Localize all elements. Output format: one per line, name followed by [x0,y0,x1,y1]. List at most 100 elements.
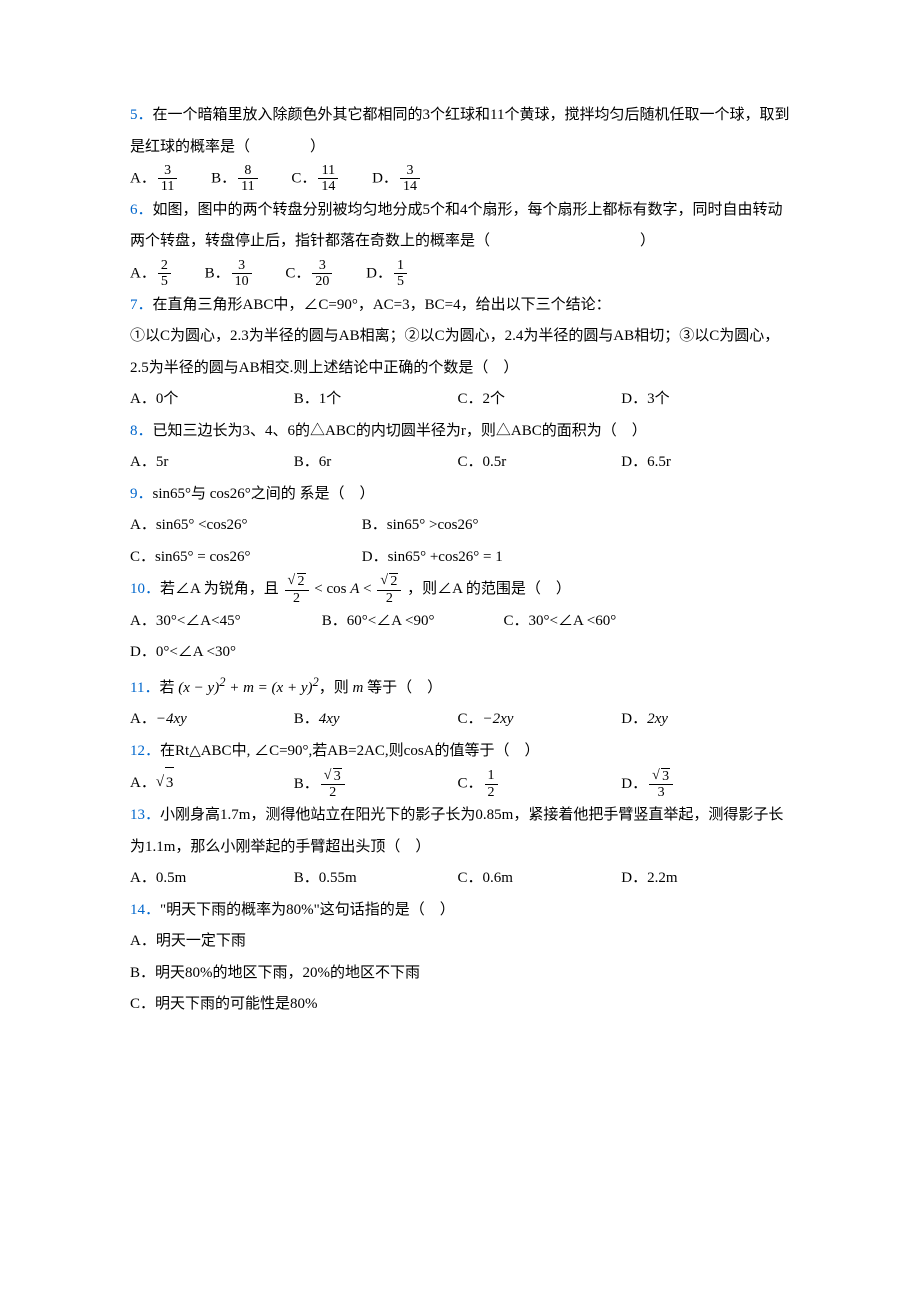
q12-num: 12． [130,743,160,759]
question-14: 14．"明天下雨的概率为80%"这句话指的是（ ） [130,895,790,927]
opt-label: A． [130,517,156,533]
radicand: 3 [165,767,175,800]
opt-label: D． [372,170,398,186]
q9-opt-b: B．sin65° >cos26° [362,510,479,542]
numerator: 1 [485,768,498,783]
opt-label: A． [130,933,156,949]
q5-opt-a: A．311 [130,163,179,195]
q13-options: A．0.5m B．0.55m C．0.6m D．2.2m [130,863,790,895]
opt-text: 1个 [319,391,342,407]
opt-text: 6r [319,454,332,470]
sqrt-icon: 3 [156,767,175,800]
q9-num: 9． [130,486,153,502]
opt-label: A． [130,870,156,886]
denominator: 10 [232,273,252,289]
q10-opt-b: B．60°<∠A <90° [322,606,472,638]
q14-opt-b: B．明天80%的地区下雨，20%的地区不下雨 [130,958,790,990]
q6-opt-d: D．15 [366,258,409,290]
q12-opt-c: C．12 [458,768,618,800]
q8-num: 8． [130,423,153,439]
opt-text: 30°<∠A <60° [529,613,617,629]
denominator: 5 [158,273,171,289]
fraction: 25 [158,258,171,290]
q10-opt-d: D．0°<∠A <30° [130,637,236,669]
opt-text: 明天下雨的可能性是80% [155,996,318,1012]
q8-opt-a: A．5r [130,447,290,479]
q13-opt-a: A．0.5m [130,863,290,895]
radicand: 3 [661,768,670,784]
q13-opt-c: C．0.6m [458,863,618,895]
opt-text: 0°<∠A <30° [156,644,236,660]
q13-opt-d: D．2.2m [621,863,781,895]
q11-opt-a: A．−4xy [130,704,290,736]
opt-label: D． [621,391,647,407]
opt-label: C． [285,265,310,281]
q7-text: 在直角三角形ABC中，∠C=90°，AC=3，BC=4，给出以下三个结论： [153,297,611,313]
denominator: 2 [485,784,498,800]
fraction: 320 [312,258,332,290]
numerator: 3 [400,163,420,178]
fraction: 22 [377,573,401,606]
opt-text: sin65° = cos26° [155,549,250,565]
fraction: 32 [321,768,345,801]
opt-label: B． [130,965,155,981]
q5-num: 5． [130,107,153,123]
denominator: 20 [312,273,332,289]
numerator: 3 [312,258,332,273]
numerator: 2 [377,573,401,589]
question-12: 12．在Rt△ABC中, ∠C=90°,若AB=2AC,则cosA的值等于（ ） [130,736,790,768]
q8-options: A．5r B．6r C．0.5r D．6.5r [130,447,790,479]
opt-label: B． [362,517,387,533]
q9-opt-c: C．sin65° = cos26° [130,542,330,574]
fraction: 12 [485,768,498,800]
q10-options: A．30°<∠A<45° B．60°<∠A <90° C．30°<∠A <60°… [130,606,790,669]
fraction: 1114 [318,163,338,195]
opt-label: A． [130,613,156,629]
opt-label: D． [362,549,388,565]
q5-opt-c: C．1114 [291,163,340,195]
q12-opt-a: A．3 [130,767,290,800]
sqrt-icon: 3 [652,768,670,784]
q11-expr: (x − y)2 + m = (x + y)2 [178,680,319,696]
opt-label: D． [366,265,392,281]
opt-label: C． [458,391,483,407]
q12-opt-b: B．32 [294,768,454,801]
question-7: 7．在直角三角形ABC中，∠C=90°，AC=3，BC=4，给出以下三个结论： [130,290,790,322]
q7-opt-d: D．3个 [621,384,781,416]
opt-label: B． [294,454,319,470]
q8-text: 已知三边长为3、4、6的△ABC的内切圆半径为r，则△ABC的面积为（ ） [153,423,647,439]
q14-text: "明天下雨的概率为80%"这句话指的是（ ） [160,902,455,918]
q13-num: 13． [130,807,160,823]
opt-text: 明天一定下雨 [156,933,246,949]
q10-pre: 若∠A 为锐角，且 [160,581,279,597]
opt-label: C． [458,870,483,886]
q10-num: 10． [130,581,160,597]
q12-options: A．3 B．32 C．12 D．33 [130,767,790,800]
numerator: 3 [649,768,673,784]
opt-label: D． [621,775,647,791]
opt-label: C． [291,170,316,186]
q7-text2: ①以C为圆心，2.3为半径的圆与AB相离；②以C为圆心，2.4为半径的圆与AB相… [130,321,790,384]
denominator: 3 [649,784,673,800]
q7-opt-c: C．2个 [458,384,618,416]
opt-text: 0个 [156,391,179,407]
numerator: 2 [285,573,309,589]
q7-num: 7． [130,297,153,313]
q5-opt-b: B．811 [211,163,260,195]
denominator: 2 [285,590,309,606]
opt-label: A． [130,454,156,470]
opt-text: sin65° >cos26° [387,517,479,533]
opt-label: C． [504,613,529,629]
opt-text: 3个 [647,391,670,407]
opt-label: B． [294,391,319,407]
opt-text: 2xy [647,711,668,727]
q5-opt-d: D．314 [372,163,422,195]
q8-opt-d: D．6.5r [621,447,781,479]
opt-label: A． [130,391,156,407]
q11-opt-c: C．−2xy [458,704,618,736]
fraction: 811 [238,163,257,195]
opt-label: C． [458,454,483,470]
question-6: 6．如图，图中的两个转盘分别被均匀地分成5个和4个扇形，每个扇形上都标有数字，同… [130,195,790,258]
opt-text: 0.55m [319,870,357,886]
question-10: 10．若∠A 为锐角，且 22 < cos A < 22 ，则∠A 的范围是（ … [130,573,790,606]
